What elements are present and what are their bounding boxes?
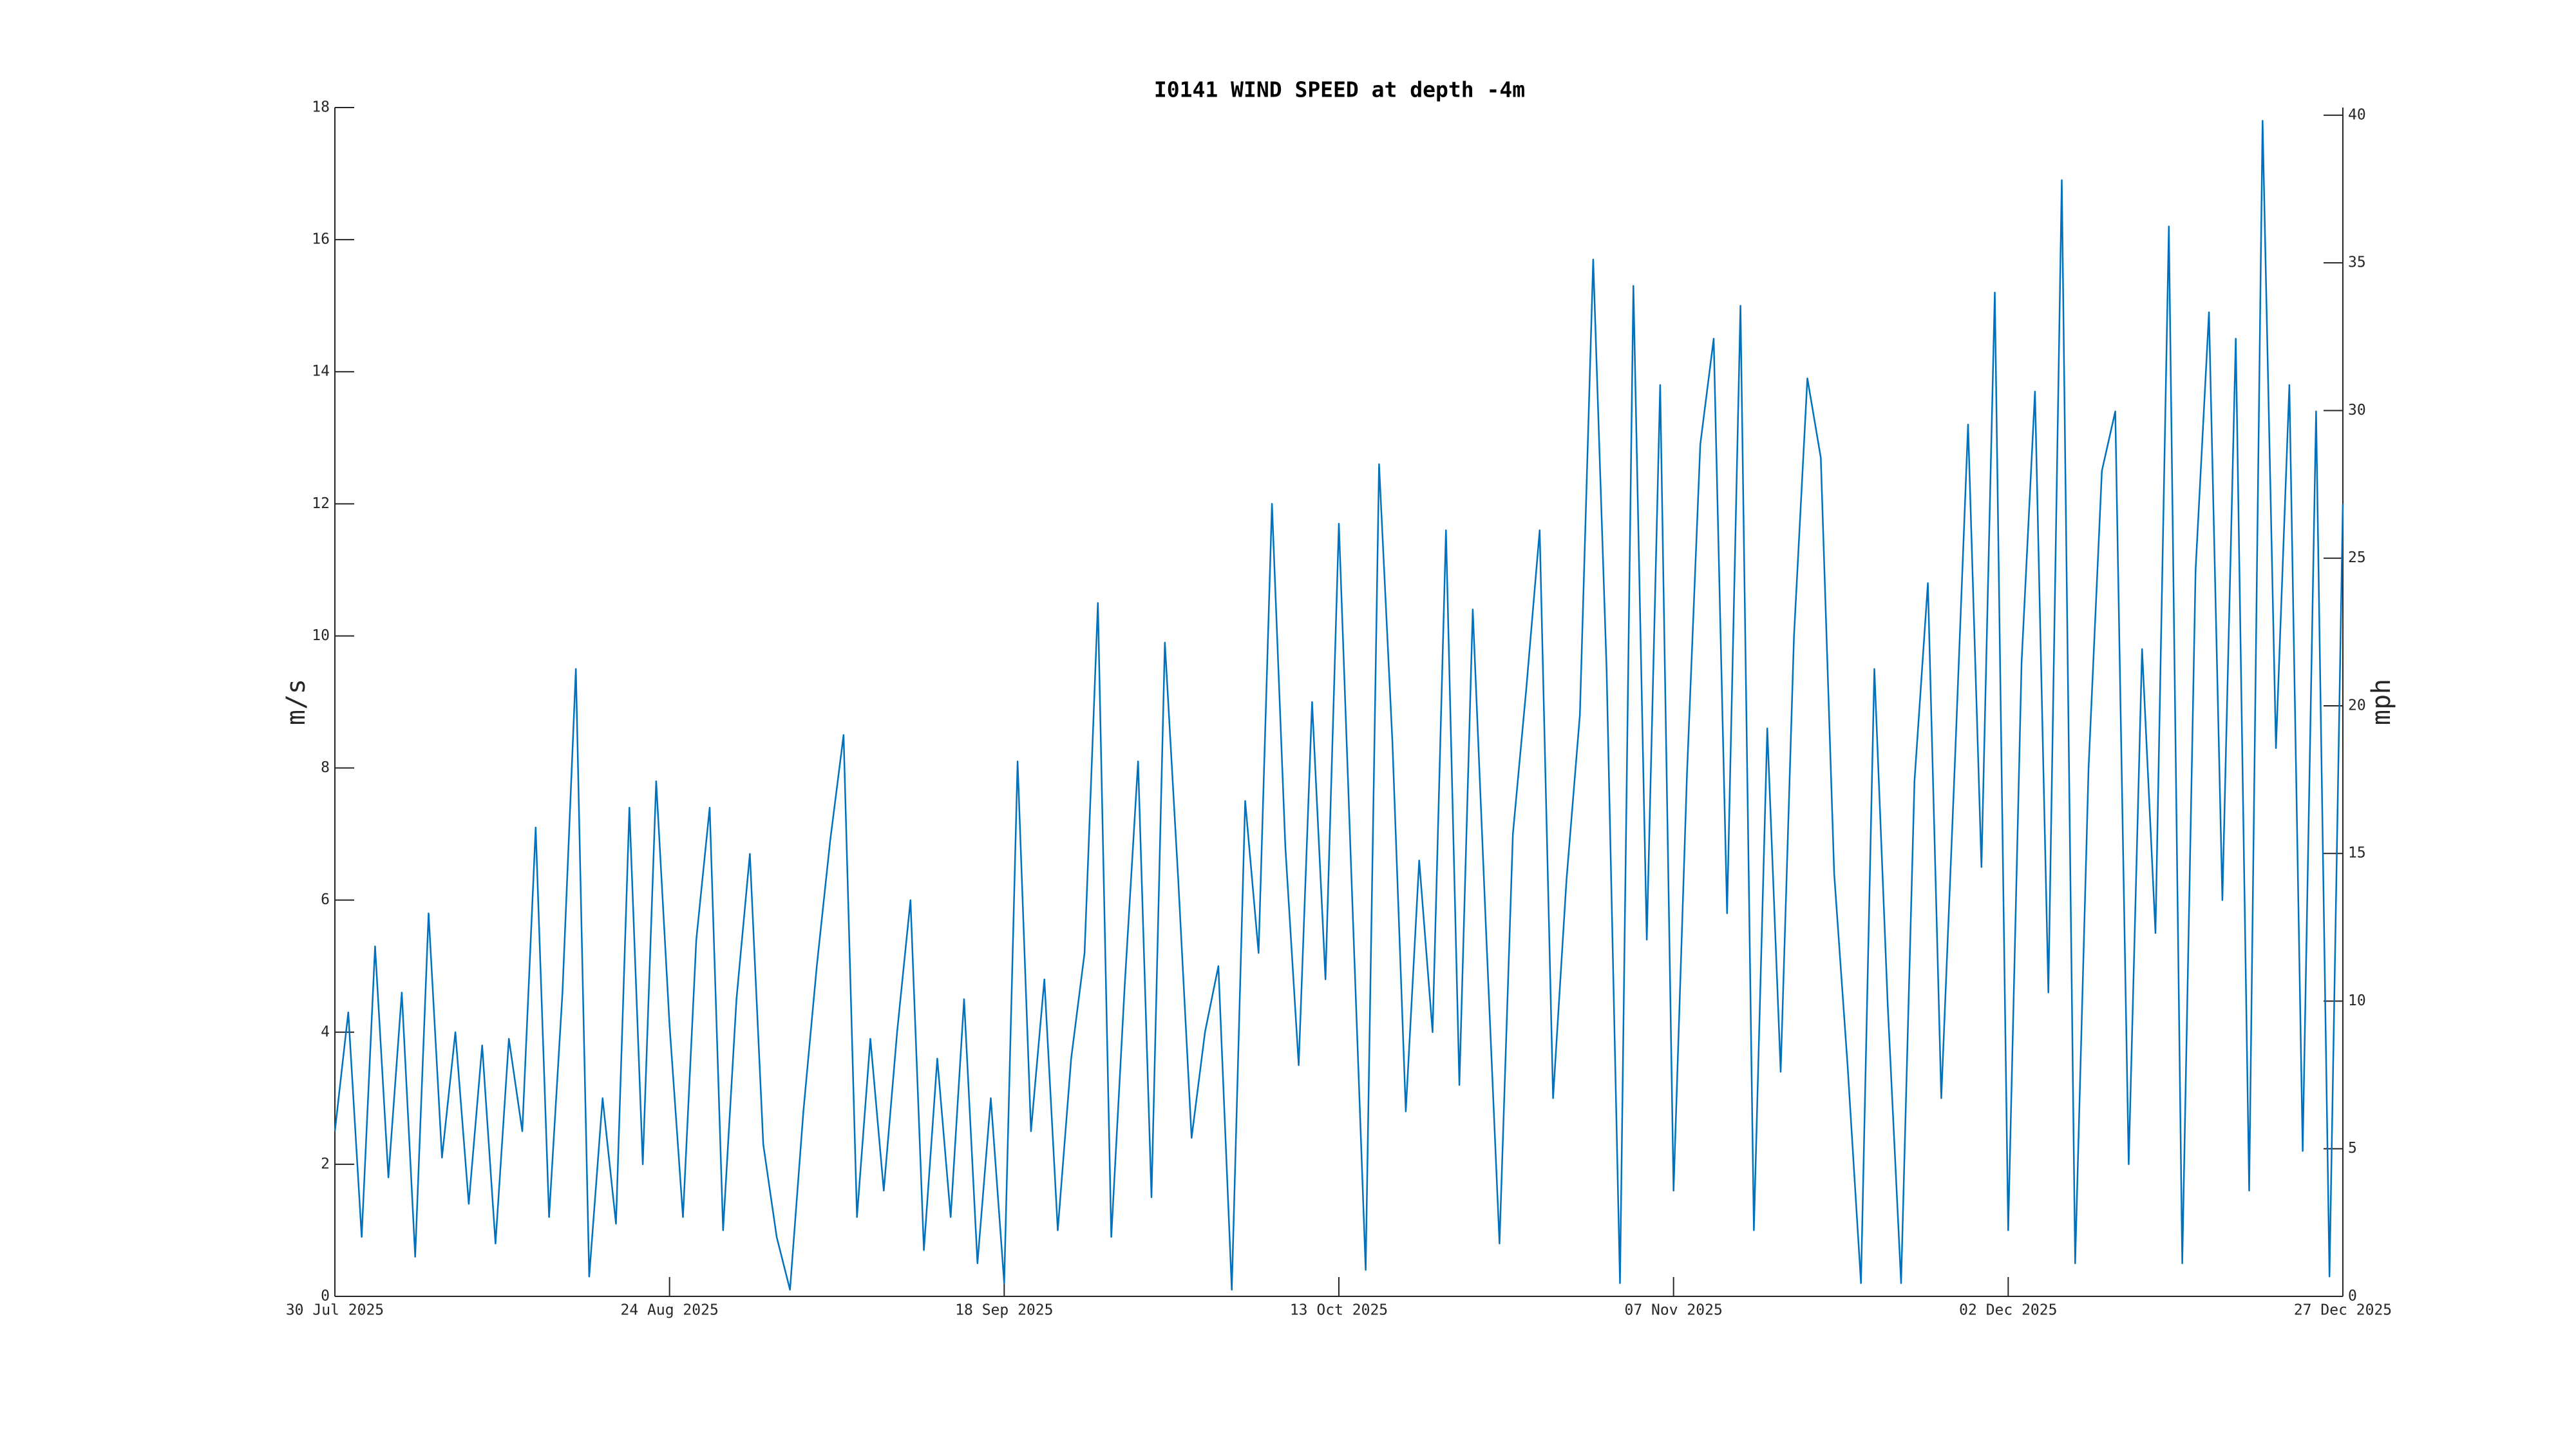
y-tick-label: 8 <box>321 759 330 776</box>
x-tick-label: 30 Jul 2025 <box>286 1302 384 1319</box>
y2-tick-label: 30 <box>2348 402 2366 419</box>
x-tick-label: 27 Dec 2025 <box>2294 1302 2392 1319</box>
y-tick-label: 16 <box>312 231 330 248</box>
data-line <box>334 120 2344 1291</box>
y-tick-label: 0 <box>321 1288 330 1305</box>
chart-title: I0141 WIND SPEED at depth -4m <box>1154 77 1525 102</box>
x-tick-label: 24 Aug 2025 <box>621 1302 719 1319</box>
y2-tick-label: 40 <box>2348 106 2366 123</box>
y2-tick-label: 20 <box>2348 697 2366 714</box>
x-tick-label: 02 Dec 2025 <box>1959 1302 2057 1319</box>
x-tick-label: 18 Sep 2025 <box>955 1302 1053 1319</box>
y-tick-label: 14 <box>312 363 330 380</box>
y-tick-label: 12 <box>312 495 330 512</box>
x-tick-label: 13 Oct 2025 <box>1290 1302 1388 1319</box>
x-tick-label: 07 Nov 2025 <box>1625 1302 1723 1319</box>
y2-tick-label: 15 <box>2348 845 2366 862</box>
y-tick-label: 10 <box>312 627 330 644</box>
y2-tick-label: 10 <box>2348 992 2366 1009</box>
y2-tick-label: 0 <box>2348 1288 2357 1305</box>
y-tick-label: 2 <box>321 1155 330 1172</box>
y2-tick-label: 25 <box>2348 549 2366 566</box>
y2-tick-label: 5 <box>2348 1140 2357 1157</box>
y2-tick-label: 35 <box>2348 254 2366 271</box>
y-tick-label: 18 <box>312 99 330 116</box>
y-tick-label: 6 <box>321 891 330 908</box>
y-axis-label: m/s <box>281 679 311 725</box>
y2-axis-label: mph <box>2367 679 2396 725</box>
y-tick-label: 4 <box>321 1023 330 1040</box>
